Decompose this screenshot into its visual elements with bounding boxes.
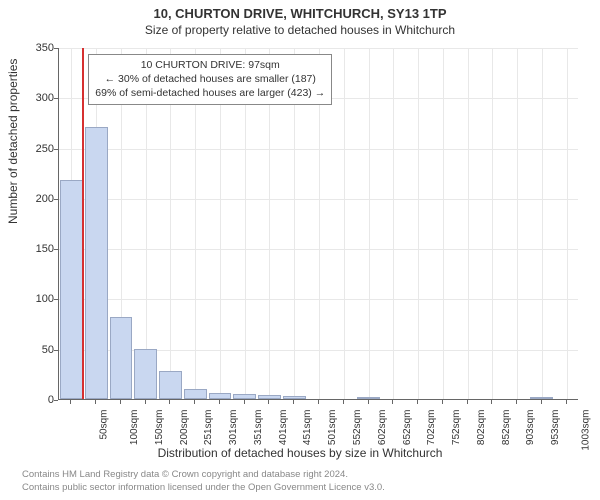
y-tick-label: 250 bbox=[14, 143, 54, 155]
page-subtitle: Size of property relative to detached ho… bbox=[0, 21, 600, 41]
gridline-v bbox=[542, 48, 543, 399]
gridline-v bbox=[517, 48, 518, 399]
x-tick-label: 752sqm bbox=[451, 410, 462, 446]
x-tick-label: 903sqm bbox=[525, 410, 536, 446]
y-tick-mark bbox=[54, 48, 58, 49]
histogram-bar bbox=[233, 394, 256, 399]
x-tick-mark bbox=[169, 400, 170, 404]
histogram-bar bbox=[357, 397, 380, 399]
histogram-bar bbox=[60, 180, 83, 399]
x-tick-mark bbox=[368, 400, 369, 404]
footer-line-1: Contains HM Land Registry data © Crown c… bbox=[22, 469, 385, 481]
x-tick-mark bbox=[219, 400, 220, 404]
x-tick-label: 652sqm bbox=[402, 410, 413, 446]
gridline-v bbox=[369, 48, 370, 399]
y-tick-mark bbox=[54, 149, 58, 150]
x-tick-mark bbox=[343, 400, 344, 404]
x-tick-label: 602sqm bbox=[377, 410, 388, 446]
x-tick-mark bbox=[566, 400, 567, 404]
histogram-bar bbox=[530, 397, 553, 399]
x-tick-label: 1003sqm bbox=[580, 410, 591, 451]
x-tick-mark bbox=[244, 400, 245, 404]
x-tick-label: 351sqm bbox=[253, 410, 264, 446]
y-tick-mark bbox=[54, 249, 58, 250]
y-tick-mark bbox=[54, 350, 58, 351]
histogram-bar bbox=[209, 393, 232, 399]
x-tick-mark bbox=[194, 400, 195, 404]
histogram-bar bbox=[258, 395, 281, 399]
x-tick-label: 953sqm bbox=[550, 410, 561, 446]
chart-container: 10, CHURTON DRIVE, WHITCHURCH, SY13 1TP … bbox=[0, 0, 600, 500]
x-tick-mark bbox=[491, 400, 492, 404]
chart-plot-area: 10 CHURTON DRIVE: 97sqm← 30% of detached… bbox=[58, 48, 578, 400]
annotation-line: 10 CHURTON DRIVE: 97sqm bbox=[95, 58, 325, 72]
footer-attribution: Contains HM Land Registry data © Crown c… bbox=[22, 469, 385, 494]
histogram-bar bbox=[283, 396, 306, 399]
x-tick-label: 451sqm bbox=[303, 410, 314, 446]
x-tick-mark bbox=[442, 400, 443, 404]
x-tick-mark bbox=[541, 400, 542, 404]
histogram-bar bbox=[184, 389, 207, 399]
gridline-v bbox=[567, 48, 568, 399]
x-tick-mark bbox=[467, 400, 468, 404]
y-tick-mark bbox=[54, 98, 58, 99]
x-tick-label: 251sqm bbox=[204, 410, 215, 446]
x-tick-label: 552sqm bbox=[352, 410, 363, 446]
x-tick-mark bbox=[293, 400, 294, 404]
x-tick-label: 50sqm bbox=[99, 410, 110, 440]
y-tick-mark bbox=[54, 199, 58, 200]
histogram-bar bbox=[134, 349, 157, 399]
gridline-v bbox=[492, 48, 493, 399]
page-title: 10, CHURTON DRIVE, WHITCHURCH, SY13 1TP bbox=[0, 0, 600, 21]
x-tick-mark bbox=[417, 400, 418, 404]
y-tick-mark bbox=[54, 400, 58, 401]
gridline-v bbox=[418, 48, 419, 399]
x-tick-mark bbox=[392, 400, 393, 404]
y-tick-label: 300 bbox=[14, 92, 54, 104]
x-tick-label: 401sqm bbox=[278, 410, 289, 446]
y-tick-label: 150 bbox=[14, 243, 54, 255]
y-tick-label: 0 bbox=[14, 394, 54, 406]
x-tick-mark bbox=[318, 400, 319, 404]
footer-line-2: Contains public sector information licen… bbox=[22, 482, 385, 494]
x-tick-mark bbox=[120, 400, 121, 404]
annotation-line: 69% of semi-detached houses are larger (… bbox=[95, 86, 325, 100]
annotation-box: 10 CHURTON DRIVE: 97sqm← 30% of detached… bbox=[88, 54, 332, 105]
annotation-line: ← 30% of detached houses are smaller (18… bbox=[95, 72, 325, 86]
x-tick-mark bbox=[70, 400, 71, 404]
property-marker-line bbox=[82, 48, 84, 399]
histogram-bar bbox=[159, 371, 182, 399]
x-tick-mark bbox=[516, 400, 517, 404]
gridline-v bbox=[468, 48, 469, 399]
x-axis-title: Distribution of detached houses by size … bbox=[0, 446, 600, 460]
x-tick-label: 200sqm bbox=[179, 410, 190, 446]
x-tick-mark bbox=[145, 400, 146, 404]
x-tick-label: 501sqm bbox=[327, 410, 338, 446]
x-tick-label: 802sqm bbox=[476, 410, 487, 446]
x-tick-mark bbox=[268, 400, 269, 404]
y-tick-label: 200 bbox=[14, 193, 54, 205]
y-tick-label: 50 bbox=[14, 344, 54, 356]
x-tick-mark bbox=[95, 400, 96, 404]
x-tick-label: 702sqm bbox=[426, 410, 437, 446]
histogram-bar bbox=[110, 317, 133, 399]
gridline-v bbox=[393, 48, 394, 399]
gridline-v bbox=[344, 48, 345, 399]
x-tick-label: 301sqm bbox=[228, 410, 239, 446]
x-tick-label: 100sqm bbox=[129, 410, 140, 446]
x-tick-label: 150sqm bbox=[154, 410, 165, 446]
y-tick-mark bbox=[54, 299, 58, 300]
x-tick-label: 852sqm bbox=[501, 410, 512, 446]
gridline-v bbox=[443, 48, 444, 399]
histogram-bar bbox=[85, 127, 108, 399]
y-tick-label: 100 bbox=[14, 293, 54, 305]
y-tick-label: 350 bbox=[14, 42, 54, 54]
